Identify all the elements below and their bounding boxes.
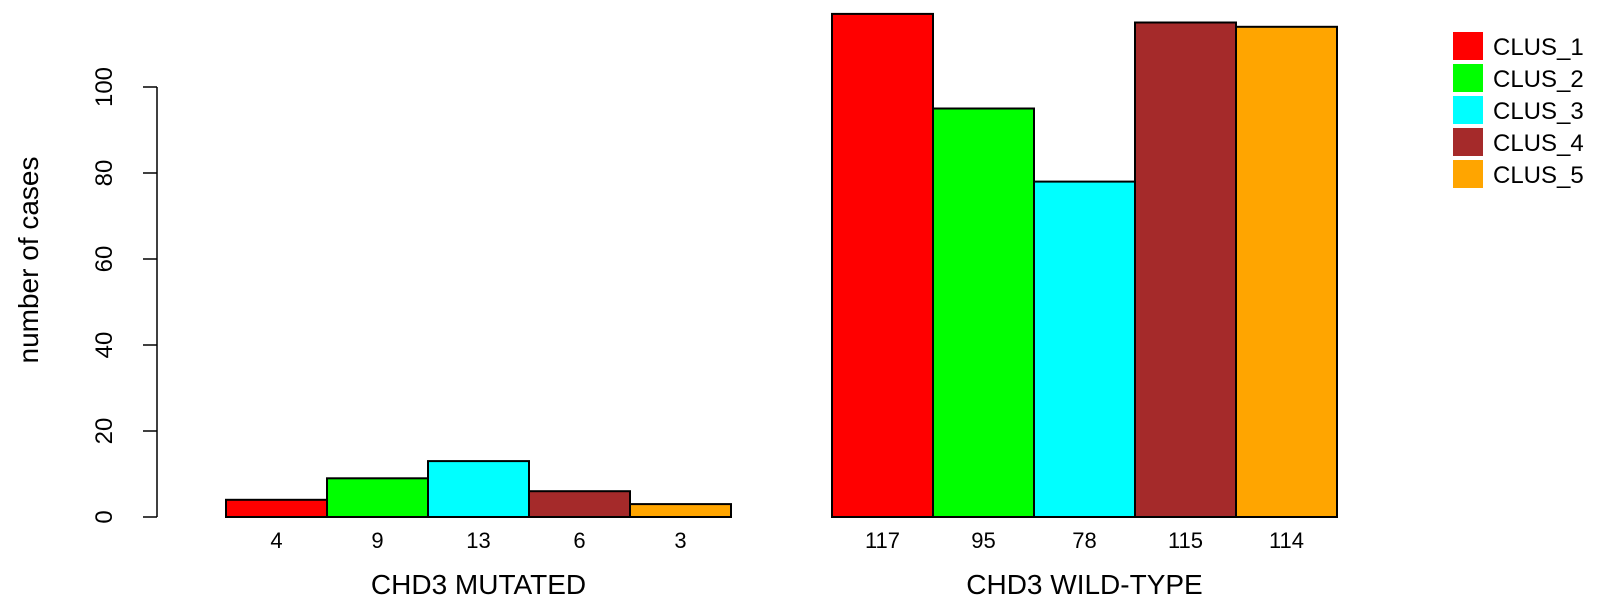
legend-swatch [1453, 32, 1483, 60]
y-tick-label: 60 [91, 246, 118, 273]
y-tick-label: 100 [91, 67, 118, 107]
bar [1033, 180, 1136, 518]
bar-value-label: 115 [1168, 528, 1203, 553]
bar [225, 498, 328, 518]
bar-value-label: 114 [1269, 528, 1304, 553]
bar-value-label: 6 [573, 528, 585, 553]
bar-value-label: 9 [371, 528, 383, 553]
legend: CLUS_1 CLUS_2 CLUS_3 CLUS_4 CLUS_5 [1453, 32, 1584, 189]
bar-value-label: 4 [270, 528, 282, 553]
bar [528, 490, 631, 519]
bar-value-label: 117 [865, 528, 900, 553]
bar-value-label: 13 [466, 528, 490, 553]
legend-label: CLUS_2 [1493, 66, 1584, 93]
bar-value-label: 95 [971, 528, 995, 553]
bar [1134, 21, 1237, 518]
legend-swatch [1453, 64, 1483, 92]
group-titles: CHD3 MUTATED CHD3 WILD-TYPE [371, 569, 1203, 600]
y-tick-label: 0 [91, 510, 118, 523]
bar [427, 460, 530, 519]
legend-swatch [1453, 96, 1483, 124]
y-axis-title: number of cases [13, 157, 44, 364]
legend-label: CLUS_5 [1493, 162, 1584, 189]
legend-label: CLUS_4 [1493, 130, 1584, 157]
group-title: CHD3 MUTATED [371, 569, 586, 600]
bar-value-labels: 4 9 13 6 3 117 95 78 115 114 [270, 528, 1304, 553]
bar-value-label: 78 [1072, 528, 1096, 553]
y-tick-label: 20 [91, 418, 118, 445]
bar [629, 503, 732, 519]
y-axis: 0 20 40 60 80 100 [91, 67, 158, 524]
legend-label: CLUS_3 [1493, 98, 1584, 125]
bar [1235, 25, 1338, 519]
bar [831, 12, 934, 519]
legend-label: CLUS_1 [1493, 34, 1584, 61]
y-tick-label: 80 [91, 160, 118, 187]
bars [225, 12, 1338, 519]
legend-swatch [1453, 160, 1483, 188]
y-tick-label: 40 [91, 332, 118, 359]
bar [326, 477, 429, 518]
bar [932, 107, 1035, 518]
group-title: CHD3 WILD-TYPE [966, 569, 1202, 600]
bar-value-label: 3 [674, 528, 686, 553]
legend-swatch [1453, 128, 1483, 156]
